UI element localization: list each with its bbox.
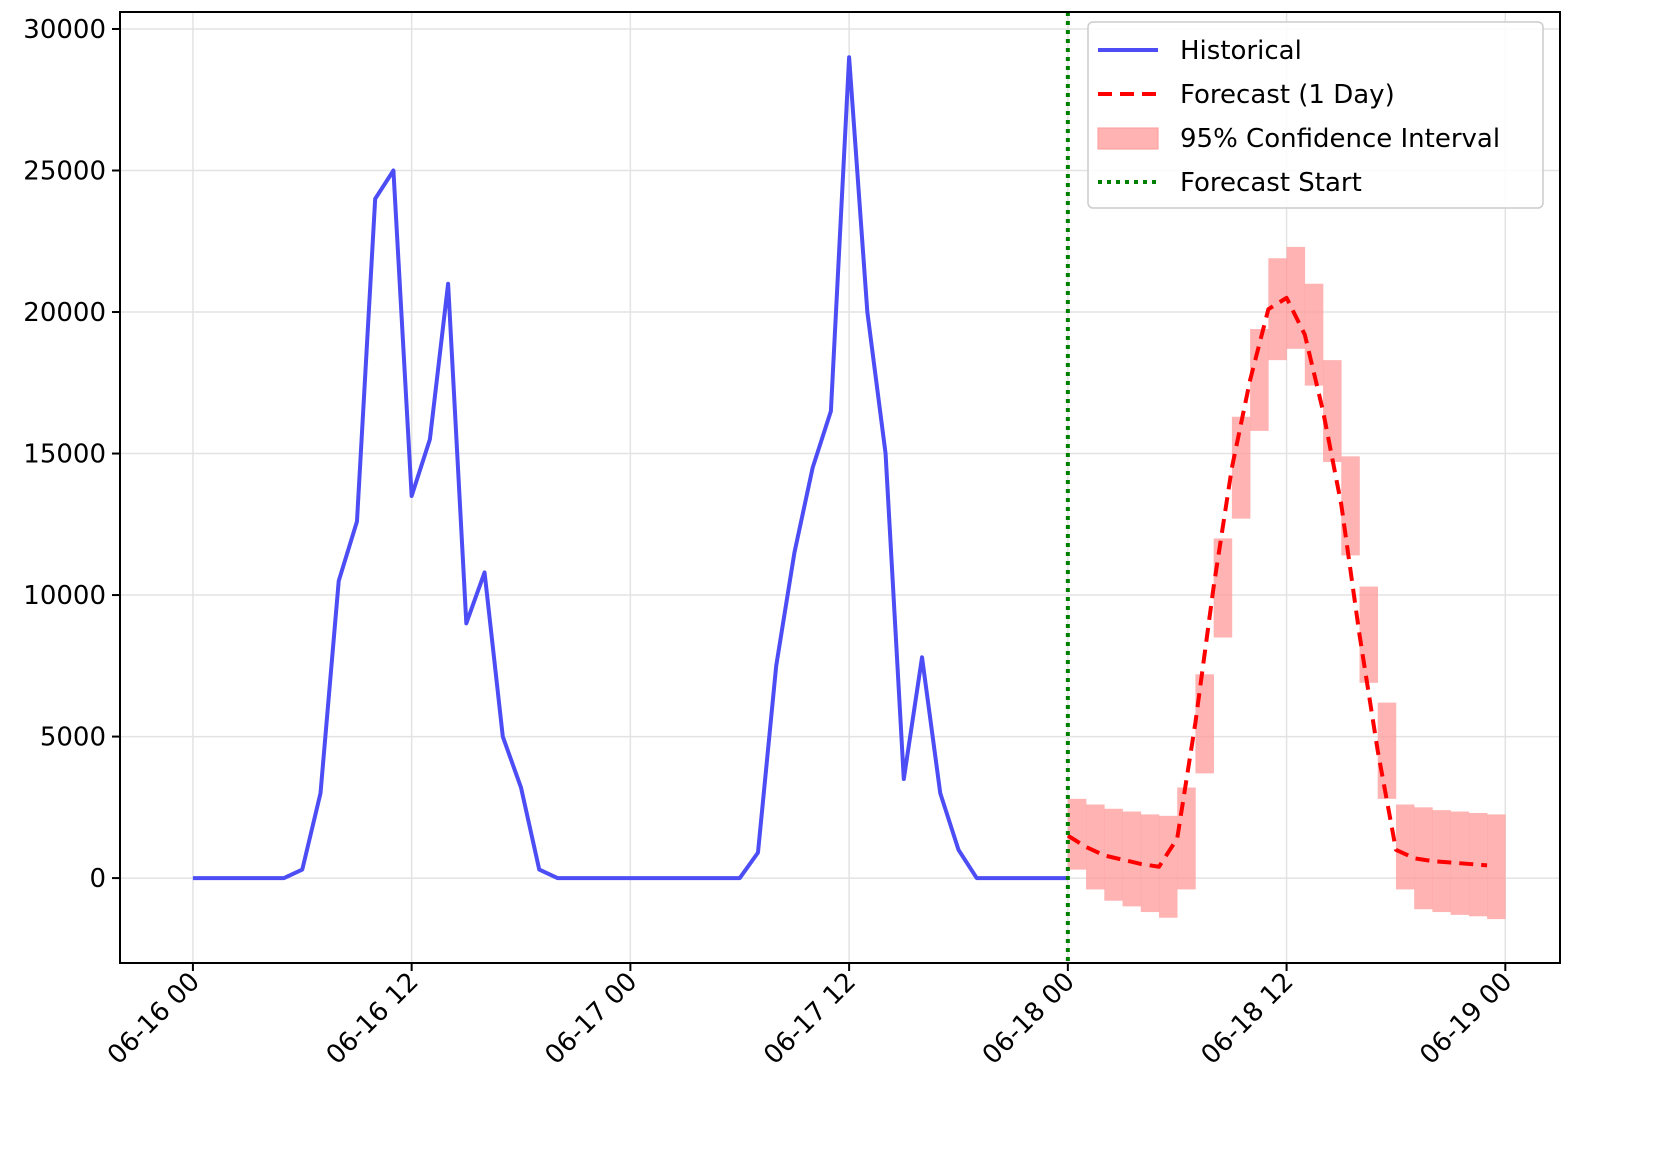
marks	[192, 12, 1506, 963]
series-line	[192, 55, 1068, 881]
confidence-band	[1067, 798, 1087, 870]
legend-label: Historical	[1180, 36, 1302, 66]
series-line	[1066, 295, 1488, 869]
legend: Historical Forecast (1 Day) 95% Confidence…	[1087, 21, 1544, 209]
confidence-band	[1487, 814, 1506, 920]
confidence-band	[1158, 815, 1178, 918]
confidence-band	[1341, 456, 1360, 556]
confidence-band	[1377, 702, 1397, 799]
y-tick-label: 10000	[23, 581, 106, 611]
y-tick-label: 20000	[23, 298, 106, 328]
plot-frame	[119, 11, 1561, 964]
y-tick-label: 0	[89, 864, 106, 894]
confidence-band	[1122, 811, 1142, 907]
confidence-band	[1231, 416, 1251, 519]
legend-label: 95% Confidence Interval	[1180, 124, 1500, 154]
confidence-band	[1359, 586, 1379, 683]
y-tick-label: 25000	[23, 157, 106, 187]
legend-label: Forecast (1 Day)	[1180, 80, 1395, 110]
confidence-band	[1323, 360, 1342, 463]
y-tick-label: 5000	[40, 723, 106, 753]
confidence-band	[1213, 538, 1233, 638]
legend-swatch	[1097, 127, 1159, 150]
confidence-band	[1268, 258, 1287, 361]
confidence-band	[1177, 787, 1196, 890]
confidence-band	[1195, 674, 1214, 774]
y-tick-label: 15000	[23, 440, 106, 470]
confidence-band	[1140, 814, 1160, 913]
confidence-band	[1286, 246, 1306, 349]
confidence-band	[1250, 329, 1269, 431]
confidence-band	[1395, 804, 1415, 890]
grid	[120, 12, 1560, 963]
confidence-band	[1304, 283, 1324, 386]
legend-label: Forecast Start	[1180, 168, 1362, 198]
confidence-band	[1468, 812, 1488, 917]
legend-box	[1087, 21, 1544, 209]
confidence-band	[1086, 804, 1105, 890]
y-tick-label: 30000	[23, 15, 106, 45]
confidence-band	[1104, 808, 1123, 901]
